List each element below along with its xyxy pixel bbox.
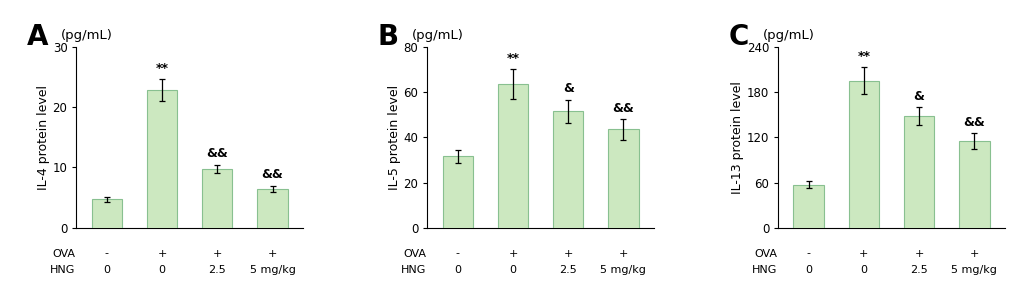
Text: 0: 0 bbox=[860, 265, 866, 275]
Text: +: + bbox=[268, 248, 277, 259]
Text: 2.5: 2.5 bbox=[558, 265, 577, 275]
Text: 0: 0 bbox=[158, 265, 165, 275]
Text: &: & bbox=[913, 90, 923, 102]
Text: HNG: HNG bbox=[50, 265, 75, 275]
Text: C: C bbox=[728, 23, 748, 51]
Text: 2.5: 2.5 bbox=[909, 265, 927, 275]
Text: A: A bbox=[26, 23, 48, 51]
Text: -: - bbox=[806, 248, 810, 259]
Text: 0: 0 bbox=[453, 265, 461, 275]
Bar bbox=[552, 111, 583, 228]
Text: +: + bbox=[858, 248, 868, 259]
Text: 5 mg/kg: 5 mg/kg bbox=[600, 265, 646, 275]
Bar bbox=[958, 141, 988, 228]
Text: +: + bbox=[969, 248, 978, 259]
Text: +: + bbox=[913, 248, 923, 259]
Bar bbox=[202, 169, 232, 228]
Text: **: ** bbox=[506, 52, 519, 65]
Text: (pg/mL): (pg/mL) bbox=[60, 29, 112, 42]
Text: OVA: OVA bbox=[52, 248, 75, 259]
Bar bbox=[793, 185, 823, 228]
Text: -: - bbox=[105, 248, 109, 259]
Bar bbox=[92, 199, 122, 228]
Y-axis label: IL-4 protein level: IL-4 protein level bbox=[37, 85, 50, 190]
Text: **: ** bbox=[857, 50, 869, 62]
Text: HNG: HNG bbox=[400, 265, 426, 275]
Text: &&: && bbox=[262, 168, 283, 181]
Text: OVA: OVA bbox=[753, 248, 776, 259]
Text: HNG: HNG bbox=[751, 265, 776, 275]
Text: 0: 0 bbox=[510, 265, 516, 275]
Bar bbox=[607, 129, 638, 228]
Text: &&: && bbox=[612, 102, 634, 114]
Bar bbox=[497, 84, 528, 228]
Text: 5 mg/kg: 5 mg/kg bbox=[951, 265, 997, 275]
Bar bbox=[442, 157, 473, 228]
Text: 5 mg/kg: 5 mg/kg bbox=[250, 265, 296, 275]
Text: 0: 0 bbox=[804, 265, 811, 275]
Text: **: ** bbox=[156, 62, 168, 75]
Text: OVA: OVA bbox=[403, 248, 426, 259]
Text: (pg/mL): (pg/mL) bbox=[762, 29, 813, 42]
Text: &&: && bbox=[963, 116, 984, 129]
Text: +: + bbox=[157, 248, 167, 259]
Text: +: + bbox=[619, 248, 628, 259]
Y-axis label: IL-5 protein level: IL-5 protein level bbox=[387, 85, 400, 190]
Bar bbox=[903, 116, 933, 228]
Text: +: + bbox=[507, 248, 518, 259]
Text: (pg/mL): (pg/mL) bbox=[411, 29, 463, 42]
Text: 0: 0 bbox=[103, 265, 110, 275]
Text: +: + bbox=[212, 248, 222, 259]
Text: -: - bbox=[455, 248, 460, 259]
Bar bbox=[147, 90, 177, 228]
Text: &: & bbox=[562, 82, 573, 95]
Text: +: + bbox=[562, 248, 573, 259]
Text: &&: && bbox=[206, 147, 228, 161]
Bar bbox=[257, 189, 287, 228]
Y-axis label: IL-13 protein level: IL-13 protein level bbox=[731, 81, 744, 194]
Text: B: B bbox=[377, 23, 398, 51]
Bar bbox=[848, 81, 878, 228]
Text: 2.5: 2.5 bbox=[208, 265, 226, 275]
